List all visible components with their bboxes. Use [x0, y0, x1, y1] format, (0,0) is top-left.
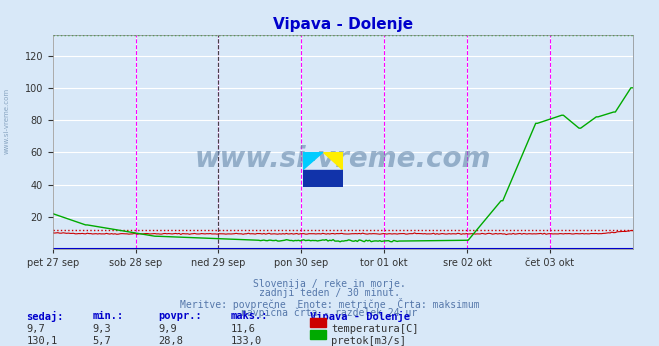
Text: www.si-vreme.com: www.si-vreme.com [3, 88, 9, 154]
Text: navpična črta - razdelek 24 ur: navpična črta - razdelek 24 ur [241, 308, 418, 318]
Text: 133,0: 133,0 [231, 336, 262, 346]
Text: Meritve: povprečne  Enote: metrične  Črta: maksimum: Meritve: povprečne Enote: metrične Črta:… [180, 298, 479, 310]
Text: Slovenija / reke in morje.: Slovenija / reke in morje. [253, 279, 406, 289]
Title: Vipava - Dolenje: Vipava - Dolenje [273, 17, 413, 32]
Text: temperatura[C]: temperatura[C] [331, 324, 419, 334]
Polygon shape [323, 152, 343, 170]
Text: pretok[m3/s]: pretok[m3/s] [331, 336, 407, 346]
Text: Vipava - Dolenje: Vipava - Dolenje [310, 311, 410, 322]
Text: 28,8: 28,8 [158, 336, 183, 346]
Text: maks.:: maks.: [231, 311, 268, 321]
Text: 9,9: 9,9 [158, 324, 177, 334]
Text: povpr.:: povpr.: [158, 311, 202, 321]
Text: 11,6: 11,6 [231, 324, 256, 334]
Text: 5,7: 5,7 [92, 336, 111, 346]
Text: sedaj:: sedaj: [26, 311, 64, 322]
Text: 9,7: 9,7 [26, 324, 45, 334]
Text: zadnji teden / 30 minut.: zadnji teden / 30 minut. [259, 288, 400, 298]
Polygon shape [303, 170, 343, 187]
Text: www.si-vreme.com: www.si-vreme.com [194, 145, 491, 173]
Polygon shape [303, 152, 323, 170]
Text: 130,1: 130,1 [26, 336, 57, 346]
Text: min.:: min.: [92, 311, 123, 321]
Text: 9,3: 9,3 [92, 324, 111, 334]
